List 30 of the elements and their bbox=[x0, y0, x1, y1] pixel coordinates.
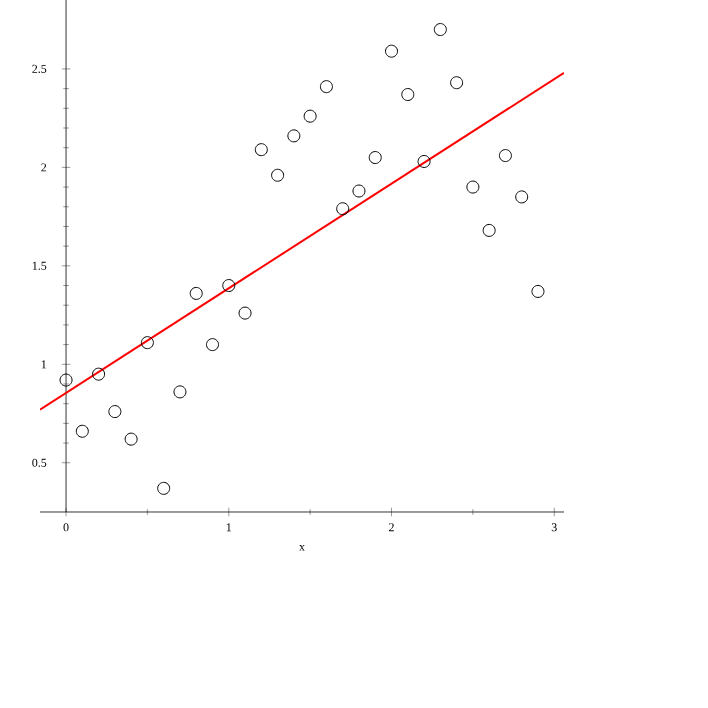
point bbox=[271, 168, 285, 182]
point bbox=[498, 149, 512, 163]
point bbox=[140, 336, 154, 350]
point bbox=[385, 44, 399, 58]
point bbox=[108, 405, 122, 419]
point bbox=[59, 373, 73, 387]
point bbox=[189, 286, 203, 300]
point bbox=[92, 367, 106, 381]
point bbox=[531, 284, 545, 298]
point bbox=[401, 88, 415, 102]
point bbox=[157, 481, 171, 495]
point bbox=[238, 306, 252, 320]
point bbox=[319, 80, 333, 94]
point bbox=[75, 424, 89, 438]
point bbox=[222, 279, 236, 293]
point bbox=[254, 143, 268, 157]
point bbox=[482, 223, 496, 237]
point bbox=[173, 385, 187, 399]
point bbox=[450, 76, 464, 90]
point bbox=[206, 338, 219, 352]
point bbox=[433, 23, 447, 37]
point bbox=[515, 190, 529, 204]
point bbox=[466, 180, 480, 194]
point bbox=[124, 432, 138, 446]
point bbox=[287, 129, 301, 143]
point bbox=[368, 151, 382, 165]
point bbox=[417, 154, 431, 168]
point bbox=[303, 109, 317, 123]
point bbox=[352, 184, 366, 198]
point bbox=[336, 202, 350, 216]
